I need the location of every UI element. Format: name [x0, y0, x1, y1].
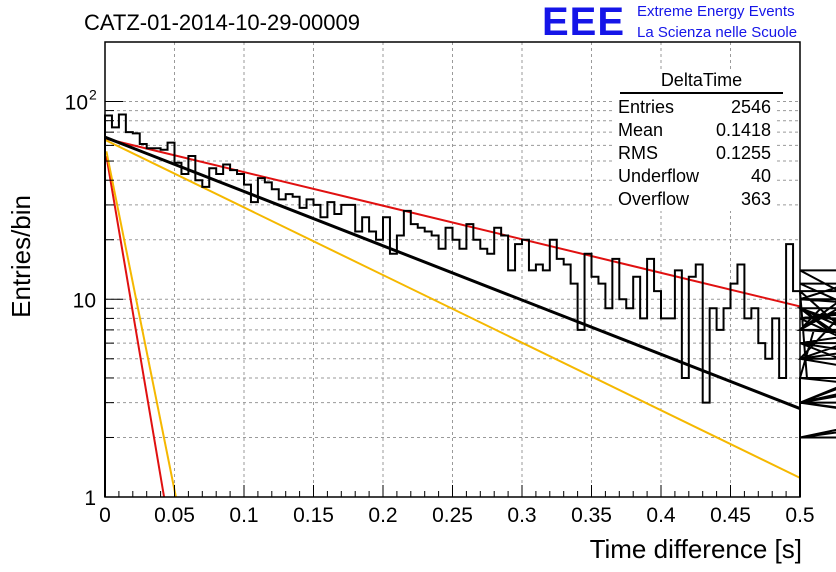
grid-lines	[105, 42, 800, 497]
fit-curve-total	[104, 135, 801, 410]
stats-title: DeltaTime	[620, 70, 783, 94]
chart-title: CATZ-01-2014-10-29-00009	[84, 10, 360, 35]
x-tick-label: 0.05	[154, 504, 195, 527]
y-tick-exponent: 2	[89, 87, 97, 103]
fit-curve-fast-yellow	[105, 151, 177, 498]
stats-label: RMS	[618, 143, 658, 163]
x-tick-label: 0.15	[293, 504, 334, 527]
fit-curve-fast-red	[105, 155, 166, 498]
stats-row-overflow: Overflow 363	[614, 188, 777, 211]
stats-row-mean: Mean 0.1418	[614, 119, 777, 142]
stats-row-underflow: Underflow 40	[614, 165, 777, 188]
fit-curves-front	[104, 135, 801, 410]
stats-value: 2546	[730, 97, 771, 117]
stats-label: Entries	[618, 97, 675, 117]
y-tick-label: 1	[84, 487, 96, 510]
x-axis-ticks: 0 0.05 0.1 0.15 0.2 0.25 0.3 0.35 0.4 0.45 0.5	[99, 485, 815, 527]
x-tick-label: 0.25	[432, 504, 473, 527]
y-tick-label: 10	[65, 92, 88, 115]
x-tick-label: 0	[99, 504, 111, 527]
stats-label: Underflow	[618, 166, 700, 186]
x-tick-label: 0.45	[710, 504, 751, 527]
stats-box: DeltaTime Entries 2546 Mean 0.1418 RMS 0…	[614, 70, 783, 211]
fit-curves	[104, 137, 801, 498]
stats-value: 363	[740, 189, 771, 209]
x-tick-label: 0.2	[368, 504, 397, 527]
x-tick-label: 0.3	[507, 504, 536, 527]
stats-value: 0.1418	[715, 120, 771, 140]
x-tick-label: 0.35	[571, 504, 612, 527]
fit-curve-slow-lower	[104, 138, 801, 479]
stats-value: 40	[750, 166, 771, 186]
stats-row-entries: Entries 2546	[614, 96, 777, 119]
x-tick-label: 0.4	[646, 504, 676, 527]
stats-label: Overflow	[618, 189, 690, 209]
x-tick-label: 0.1	[229, 504, 258, 527]
fit-curve-slow-upper	[104, 137, 801, 308]
x-axis-label: Time difference [s]	[589, 534, 802, 564]
histogram-outline	[104, 113, 836, 497]
stats-value: 0.1255	[715, 143, 771, 163]
stats-row-rms: RMS 0.1255	[614, 142, 777, 165]
y-axis-label: Entries/bin	[6, 195, 36, 318]
logo-line-1: Extreme Energy Events	[637, 3, 795, 20]
x-tick-label: 0.5	[785, 504, 814, 527]
logo-line-2: La Scienza nelle Scuole	[637, 24, 798, 41]
stats-label: Mean	[618, 120, 664, 140]
y-tick-label: 10	[73, 289, 96, 312]
eee-logo: EEE	[542, 0, 626, 44]
